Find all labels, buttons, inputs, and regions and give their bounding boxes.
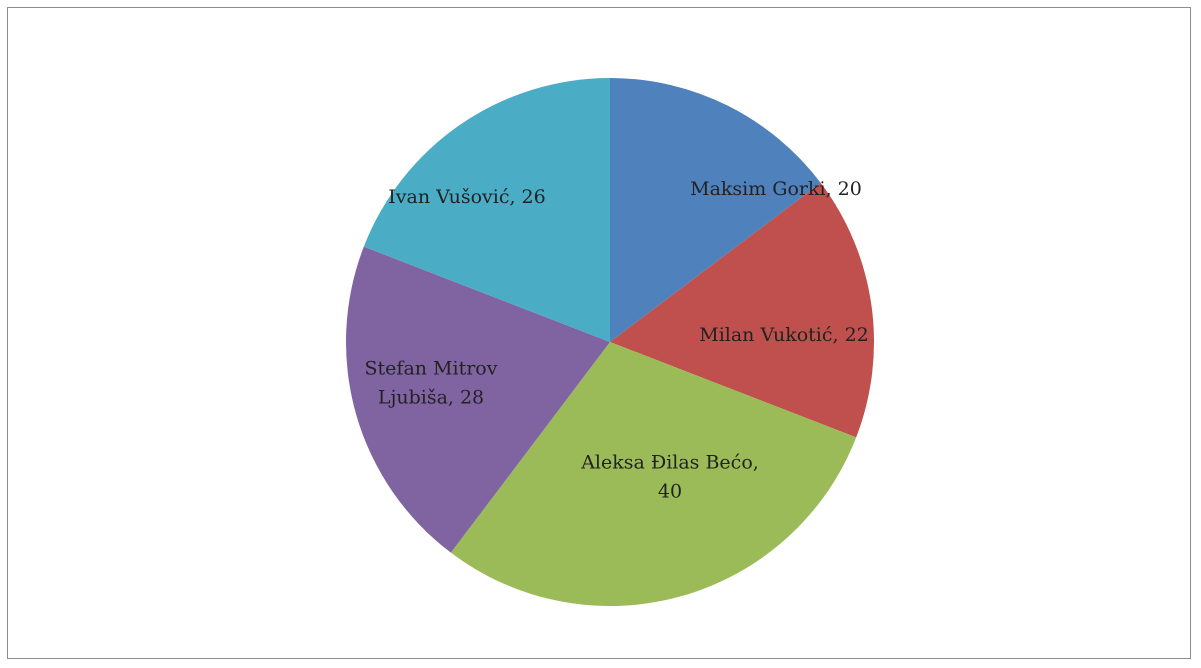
data-label-maksim-gorki: Maksim Gorki, 20 xyxy=(690,178,862,200)
pie-slices xyxy=(345,77,875,607)
pie-slice-ivan-vu-ovi xyxy=(363,77,610,342)
data-label-ivan-vu-ovi: Ivan Vušović, 26 xyxy=(388,186,545,208)
data-label-aleksa-ilas-be-o: Aleksa Đilas Bećo, 40 xyxy=(580,452,759,503)
pie-slice-aleksa-ilas-be-o xyxy=(450,342,857,607)
data-label-stefan-mitrov-ljubi-a: Stefan Mitrov Ljubiša, 28 xyxy=(365,358,498,409)
pie-slice-maksim-gorki xyxy=(610,78,821,342)
pie-slice-milan-vukoti xyxy=(610,182,875,438)
data-label-milan-vukoti: Milan Vukotić, 22 xyxy=(699,324,869,346)
pie-data-labels: Maksim Gorki, 20 Milan Vukotić, 22 Aleksa … xyxy=(365,178,869,503)
pie-slice-stefan-mitrov-ljubi-a xyxy=(345,246,610,553)
